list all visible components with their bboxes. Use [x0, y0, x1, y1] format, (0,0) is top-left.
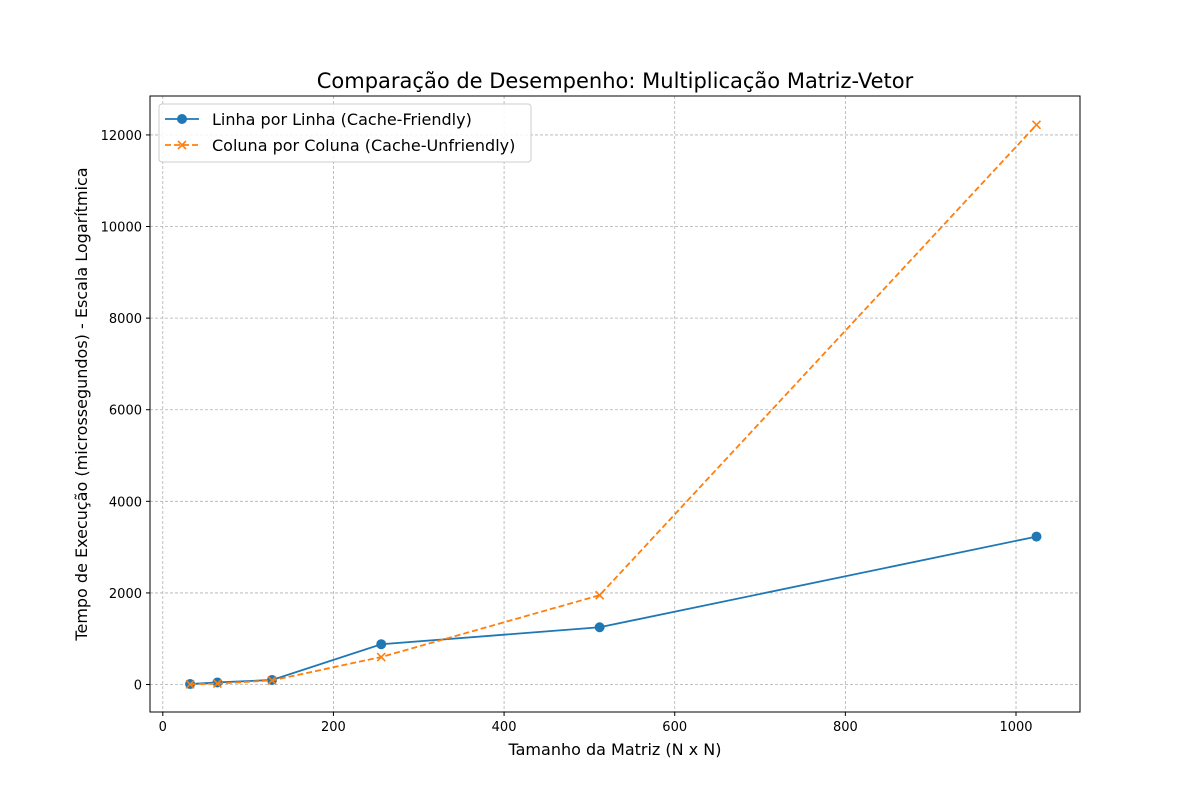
x-tick-label: 800 [833, 720, 858, 735]
marker-stroke [212, 679, 222, 689]
data-point [1031, 120, 1042, 130]
data-point [595, 590, 605, 600]
y-tick-label: 0 [134, 679, 142, 694]
series-1 [185, 120, 1042, 689]
legend: Linha por Linha (Cache-Friendly) Coluna p… [158, 103, 532, 163]
marker-stroke [595, 590, 605, 600]
x-tick-label: 1000 [999, 720, 1032, 735]
data-point [267, 675, 277, 685]
marker-stroke [1031, 120, 1042, 130]
y-tick-label: 8000 [109, 312, 142, 327]
chart-title: Comparação de Desempenho: Multiplicação … [317, 69, 914, 93]
marker-stroke [185, 679, 195, 689]
y-tick-label: 2000 [109, 587, 142, 602]
legend-marker [177, 140, 187, 150]
y-tick-label: 6000 [109, 404, 142, 419]
data-point [212, 679, 222, 689]
ticks-layer: 0 200 400 600 800 100002000400060008000100001… [101, 129, 1033, 735]
marker-stroke [267, 675, 277, 685]
y-axis-title: Tempo de Execução (microssegundos) - Esc… [72, 167, 91, 641]
legend-marker [177, 114, 187, 124]
data-point [1031, 531, 1042, 542]
plot-frame [149, 95, 1081, 713]
legend-box [158, 103, 532, 163]
series-line [190, 124, 1038, 686]
legend-entry: Coluna por Coluna (Cache-Unfriendly) [165, 136, 515, 155]
legend-label: Linha por Linha (Cache-Friendly) [212, 110, 472, 129]
x-tick-label: 0 [159, 720, 167, 735]
y-tick-label: 4000 [109, 495, 142, 510]
legend-label: Coluna por Coluna (Cache-Unfriendly) [212, 136, 515, 155]
data-point [594, 622, 605, 633]
legend-entry: Linha por Linha (Cache-Friendly) [165, 110, 472, 129]
x-axis-title: Tamanho da Matriz (N x N) [508, 740, 722, 759]
data-point [376, 639, 387, 650]
x-tick-label: 400 [492, 720, 517, 735]
data-point [185, 679, 195, 689]
y-tick-label: 10000 [101, 221, 142, 236]
marker-stroke [177, 140, 187, 150]
y-tick-label: 12000 [101, 129, 142, 144]
data-point [212, 677, 223, 688]
marker-stroke [376, 652, 386, 662]
x-tick-label: 200 [321, 720, 346, 735]
series-layer [185, 120, 1042, 690]
grid-layer [150, 96, 1080, 712]
x-tick-label: 600 [662, 720, 687, 735]
data-point [376, 652, 386, 662]
